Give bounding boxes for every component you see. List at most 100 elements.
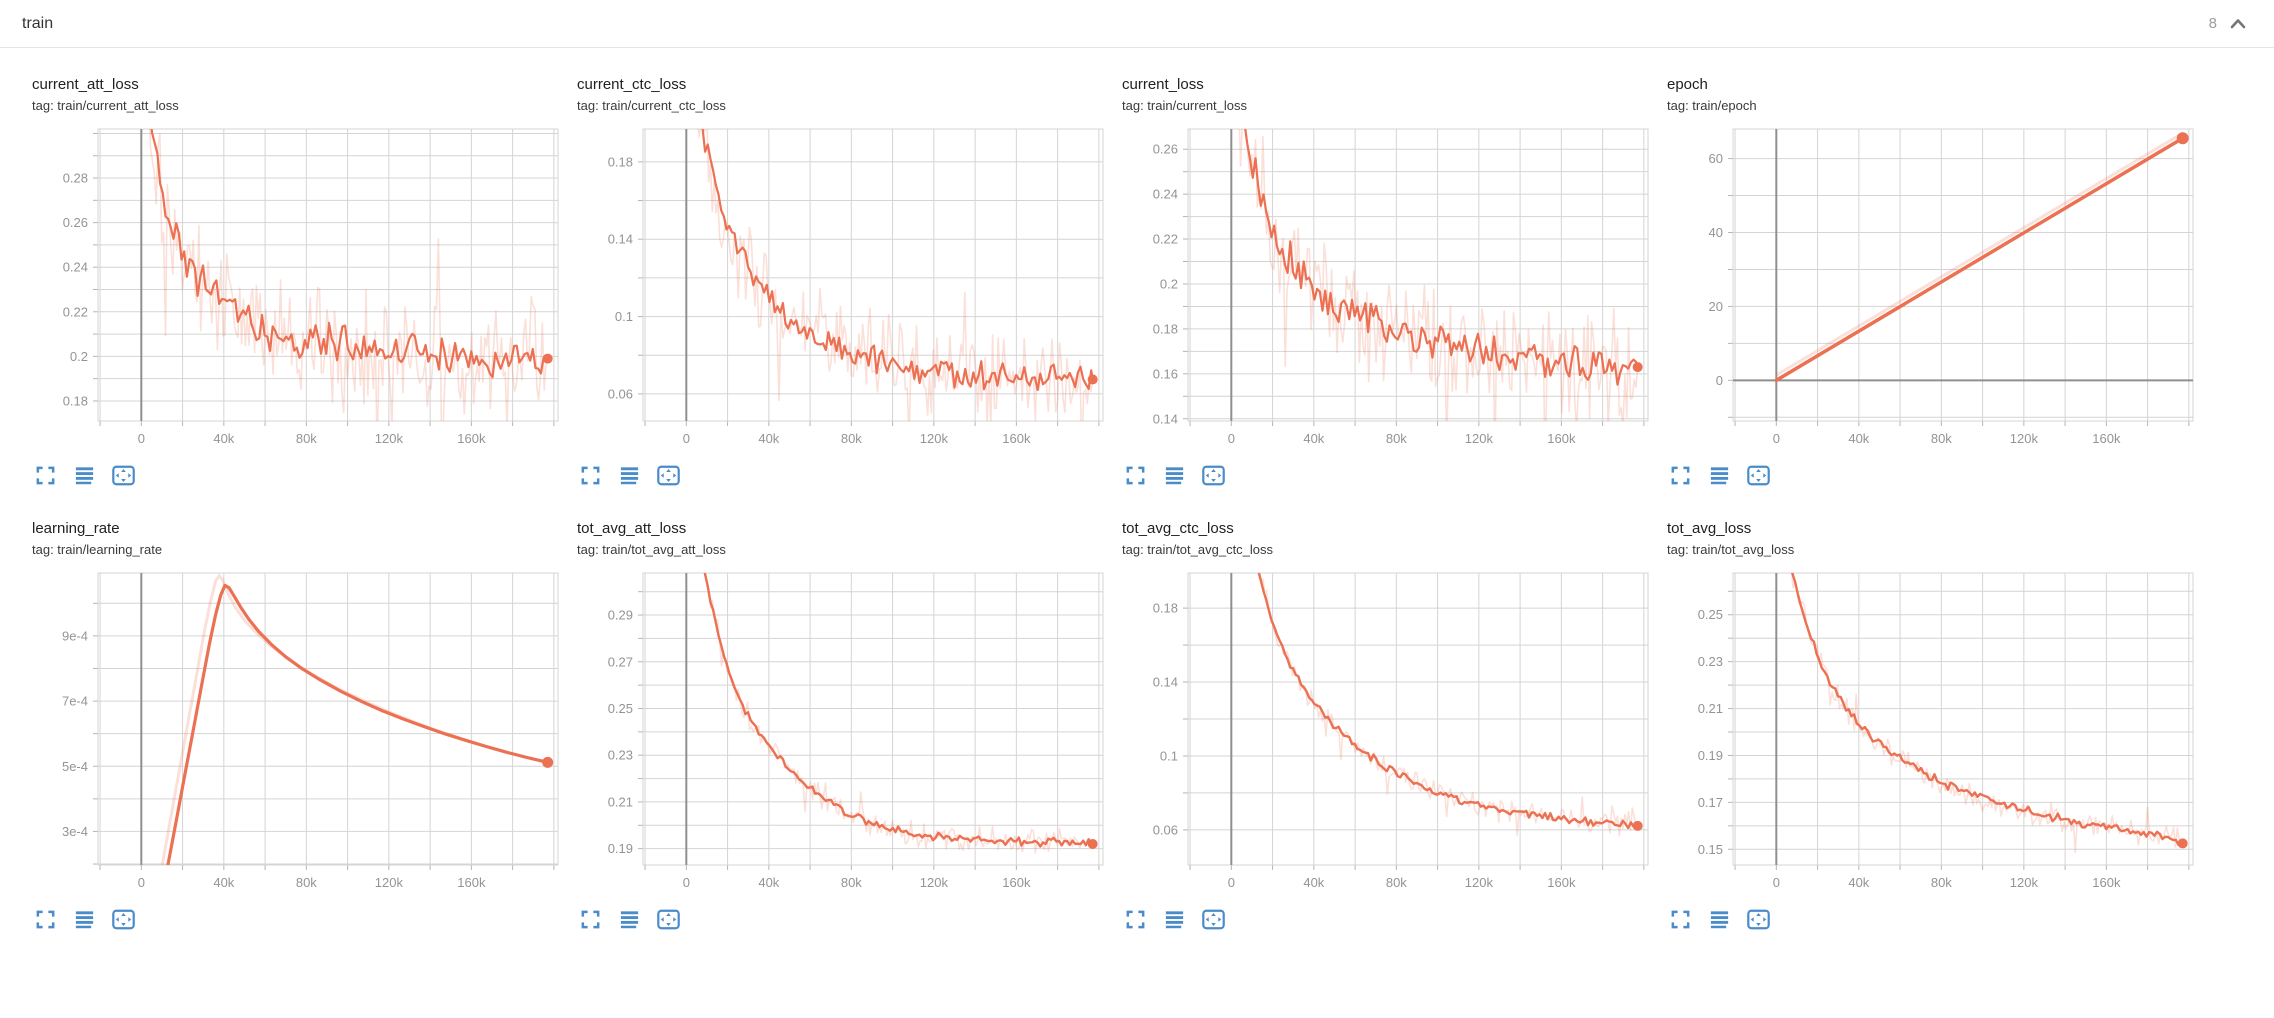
data-series-button[interactable]	[71, 906, 97, 932]
section-title[interactable]: train	[22, 14, 54, 32]
chart-toolbar	[32, 906, 560, 932]
expand-icon	[581, 910, 599, 928]
chart-tag: tag: train/tot_avg_att_loss	[577, 541, 726, 557]
chart-plot[interactable]: 0 40k 80k 120k 160k 0.06 0.1 0.14 0.18	[577, 125, 1105, 455]
expand-icon	[1671, 910, 1689, 928]
svg-text:0.06: 0.06	[1153, 822, 1178, 837]
chart-toolbar	[577, 906, 1105, 932]
expand-icon	[36, 910, 54, 928]
svg-text:120k: 120k	[2010, 431, 2039, 446]
chart-title: current_ctc_loss	[577, 76, 687, 93]
chart-plot[interactable]: 0 40k 80k 120k 160k 0.18 0.2 0.22 0.24 0.26 0.28	[32, 125, 560, 455]
chart-plot[interactable]: 0 40k 80k 120k 160k 3e-4 5e-4 7e-4 9e-4	[32, 569, 560, 899]
expand-chart-button[interactable]	[577, 462, 603, 488]
data-series-button[interactable]	[616, 906, 642, 932]
fit-domain-icon	[1746, 465, 1770, 485]
svg-text:0: 0	[683, 431, 690, 446]
svg-text:120k: 120k	[2010, 875, 2039, 890]
chart-title: tot_avg_loss	[1667, 520, 1752, 537]
expand-chart-button[interactable]	[32, 906, 58, 932]
svg-text:80k: 80k	[1931, 875, 1952, 890]
data-series-button[interactable]	[1161, 906, 1187, 932]
svg-text:0: 0	[1228, 875, 1235, 890]
data-series-button[interactable]	[1706, 462, 1732, 488]
svg-text:0: 0	[1228, 431, 1235, 446]
svg-text:80k: 80k	[1931, 431, 1952, 446]
svg-text:0.19: 0.19	[608, 841, 633, 856]
fit-domain-button[interactable]	[110, 906, 136, 932]
chart-card: current_ctc_loss tag: train/current_ctc_…	[577, 76, 1105, 488]
expand-icon	[581, 466, 599, 484]
chart-card: learning_rate tag: train/learning_rate 0…	[32, 520, 560, 932]
chart-title: epoch	[1667, 76, 1708, 93]
data-series-button[interactable]	[616, 462, 642, 488]
chart-title: current_loss	[1122, 76, 1204, 93]
svg-text:0.29: 0.29	[608, 608, 633, 623]
svg-text:0.22: 0.22	[63, 304, 88, 319]
data-series-button[interactable]	[1161, 462, 1187, 488]
svg-text:80k: 80k	[841, 875, 862, 890]
svg-text:0.18: 0.18	[608, 154, 633, 169]
chart-card: tot_avg_att_loss tag: train/tot_avg_att_…	[577, 520, 1105, 932]
data-series-button[interactable]	[71, 462, 97, 488]
fit-domain-button[interactable]	[1745, 906, 1771, 932]
svg-text:7e-4: 7e-4	[62, 694, 88, 709]
expand-chart-button[interactable]	[1667, 462, 1693, 488]
svg-text:120k: 120k	[375, 431, 404, 446]
svg-text:80k: 80k	[296, 431, 317, 446]
chart-plot[interactable]: 0 40k 80k 120k 160k 0.14 0.16 0.18 0.2 0.22 0.24 0.…	[1122, 125, 1650, 455]
runs-list-icon	[620, 466, 638, 484]
fit-domain-button[interactable]	[1200, 906, 1226, 932]
svg-text:0.24: 0.24	[63, 260, 88, 275]
expand-chart-button[interactable]	[1122, 906, 1148, 932]
fit-domain-button[interactable]	[110, 462, 136, 488]
svg-text:0.06: 0.06	[608, 386, 633, 401]
svg-text:0: 0	[683, 875, 690, 890]
svg-text:160k: 160k	[2092, 875, 2121, 890]
chart-tag: tag: train/epoch	[1667, 97, 1757, 113]
chart-count: 8	[2208, 15, 2217, 32]
fit-domain-icon	[656, 909, 680, 929]
svg-text:0.18: 0.18	[63, 393, 88, 408]
chart-plot[interactable]: 0 40k 80k 120k 160k 0 20 40 60	[1667, 125, 2195, 455]
expand-chart-button[interactable]	[577, 906, 603, 932]
collapse-section-button[interactable]	[2226, 12, 2250, 36]
expand-chart-button[interactable]	[32, 462, 58, 488]
fit-domain-button[interactable]	[1745, 462, 1771, 488]
fit-domain-button[interactable]	[655, 906, 681, 932]
svg-text:120k: 120k	[1465, 431, 1494, 446]
svg-text:0.1: 0.1	[1160, 748, 1178, 763]
chart-title: learning_rate	[32, 520, 120, 537]
chart-tag: tag: train/current_ctc_loss	[577, 97, 726, 113]
svg-text:9e-4: 9e-4	[62, 628, 88, 643]
fit-domain-icon	[1746, 909, 1770, 929]
svg-text:0.26: 0.26	[63, 215, 88, 230]
chart-toolbar	[1667, 462, 2195, 488]
chart-plot[interactable]: 0 40k 80k 120k 160k 0.19 0.21 0.23 0.25 0.27 0.29	[577, 569, 1105, 899]
chart-card: current_loss tag: train/current_loss 0 40…	[1122, 76, 1650, 488]
svg-text:0.18: 0.18	[1153, 321, 1178, 336]
runs-list-icon	[1165, 466, 1183, 484]
last-point-dot	[542, 353, 553, 364]
expand-chart-button[interactable]	[1667, 906, 1693, 932]
fit-domain-button[interactable]	[1200, 462, 1226, 488]
expand-chart-button[interactable]	[1122, 462, 1148, 488]
data-series-button[interactable]	[1706, 906, 1732, 932]
chart-plot[interactable]: 0 40k 80k 120k 160k 0.15 0.17 0.19 0.21 0.23 0.25	[1667, 569, 2195, 899]
fit-domain-button[interactable]	[655, 462, 681, 488]
chart-title: tot_avg_ctc_loss	[1122, 520, 1234, 537]
svg-text:160k: 160k	[1547, 875, 1576, 890]
chart-tag: tag: train/current_att_loss	[32, 97, 179, 113]
svg-text:160k: 160k	[457, 875, 486, 890]
chart-plot[interactable]: 0 40k 80k 120k 160k 0.06 0.1 0.14 0.18	[1122, 569, 1650, 899]
chart-toolbar	[1122, 462, 1650, 488]
chart-toolbar	[1667, 906, 2195, 932]
svg-text:0.14: 0.14	[1153, 675, 1178, 690]
last-point-dot	[2176, 132, 2189, 145]
runs-list-icon	[1165, 910, 1183, 928]
svg-text:40k: 40k	[1303, 431, 1324, 446]
expand-icon	[1126, 910, 1144, 928]
runs-list-icon	[1710, 466, 1728, 484]
last-point-dot	[1087, 374, 1098, 385]
fit-domain-icon	[1201, 465, 1225, 485]
